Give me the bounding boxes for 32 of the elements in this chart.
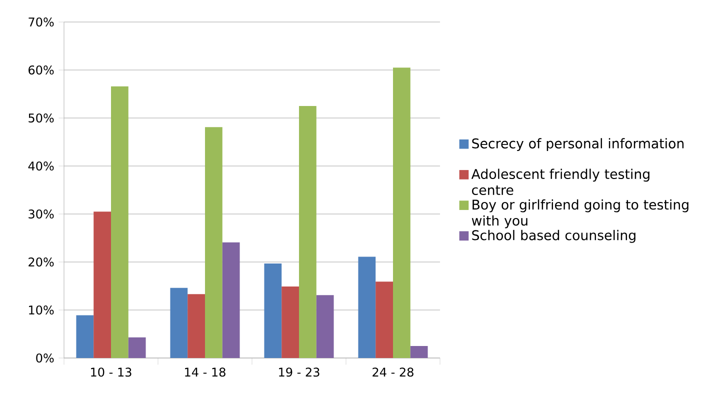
y-tick-label: 50% — [28, 113, 54, 123]
x-tick-label: 24 - 28 — [372, 368, 414, 377]
legend-label: Secrecy of personal information — [472, 138, 684, 152]
y-tick-label: 70% — [28, 17, 54, 27]
x-tick-label: 14 - 18 — [185, 368, 226, 377]
bar — [94, 212, 111, 358]
y-tick-label: 60% — [28, 65, 54, 75]
bar — [282, 286, 299, 358]
legend-label: Boy or girlfriend going to testing with you — [472, 199, 688, 228]
x-tick-label: 10 - 13 — [91, 368, 132, 377]
bar — [299, 106, 316, 358]
y-tick-label: 10% — [29, 305, 54, 315]
legend-label: Adolescent friendly testing centre — [471, 168, 650, 196]
y-tick-label: 30% — [28, 209, 54, 219]
bar — [188, 294, 205, 358]
x-tick-label: 19 - 23 — [279, 368, 320, 377]
bar — [316, 295, 334, 358]
bar — [170, 288, 188, 358]
bar — [410, 346, 428, 358]
bar — [376, 282, 393, 358]
y-tick-label: 0% — [36, 353, 54, 363]
y-tick-label: 40% — [28, 161, 54, 171]
legend-label: School based counseling — [472, 230, 636, 243]
bar — [205, 127, 222, 358]
bar — [128, 337, 146, 358]
bar — [76, 315, 94, 358]
bar — [393, 68, 410, 358]
y-tick-label: 20% — [28, 257, 54, 267]
bar — [222, 242, 240, 358]
bar — [358, 256, 376, 358]
bar — [264, 263, 282, 358]
bar — [111, 86, 128, 358]
